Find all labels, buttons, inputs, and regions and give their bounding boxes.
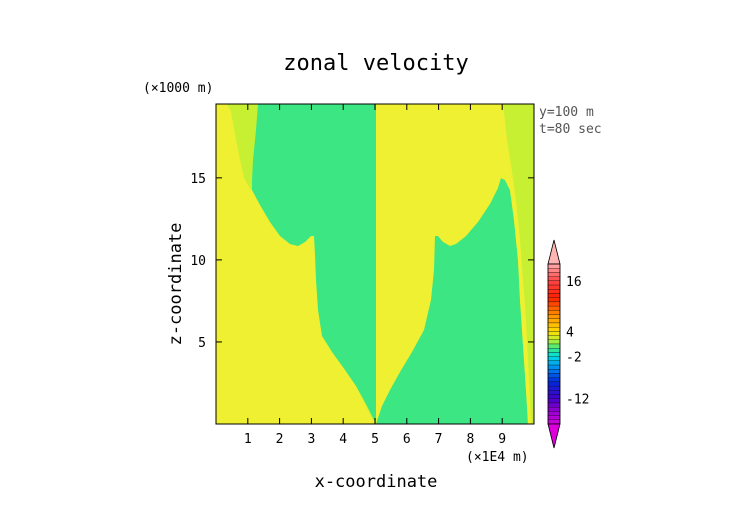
x-axis-ticks: 1 2 3 4 5 6 7 8 9 [244,104,506,447]
annotation-y: y=100 m [539,105,594,120]
x-tick-label: 5 [371,432,379,447]
colorbar-band [547,352,561,357]
x-axis-label: x-coordinate [315,472,438,492]
chart-title: zonal velocity [283,51,468,76]
y-tick-label: 10 [190,254,206,269]
colorbar-band [547,381,561,387]
colorbar-band [547,364,561,370]
region-right-yellow-edge [496,104,531,424]
colorbar-upper-arrow [547,239,561,265]
colorbar-band [547,335,561,340]
x-tick-label: 2 [276,432,284,447]
colorbar-lower-arrow [547,423,561,449]
colorbar-band [547,318,561,324]
colorbar-band [547,415,561,420]
colorbar-tick-label: 4 [566,325,574,340]
colorbar-band [547,360,561,366]
colorbar: 16 4 -2 -12 [547,239,589,449]
colorbar-band [547,272,561,277]
colorbar-band [547,327,561,332]
y-axis-ticks: 5 10 15 [190,172,534,351]
colorbar-band [547,276,561,281]
colorbar-band [547,348,561,353]
colorbar-band [547,301,561,307]
colorbar-band [547,394,561,399]
colorbar-band [547,419,561,425]
colorbar-band [547,305,561,311]
x-unit-label: (×1E4 m) [466,450,529,465]
colorbar-band [547,343,561,349]
colorbar-band [547,293,561,298]
region-right-green [376,178,528,424]
colorbar-bands [547,263,561,425]
colorbar-ticks: 16 4 -2 -12 [566,275,589,408]
colorbar-band [547,289,561,294]
colorbar-band [547,398,561,404]
colorbar-band [547,411,561,416]
x-tick-label: 1 [244,432,252,447]
x-tick-label: 7 [435,432,443,447]
colorbar-band [547,356,561,361]
colorbar-tick-label: 16 [566,275,582,290]
colorbar-band [547,369,561,374]
x-tick-label: 3 [307,432,315,447]
region-left-green [252,104,376,424]
y-tick-label: 15 [190,172,206,187]
colorbar-band [547,373,561,378]
colorbar-band [547,310,561,315]
colorbar-band [547,284,561,290]
region-right-yellow [376,104,501,424]
x-tick-label: 6 [403,432,411,447]
colorbar-band [547,390,561,395]
colorbar-tick-label: -2 [566,351,582,366]
x-tick-label: 9 [498,432,506,447]
colorbar-band [547,263,561,269]
y-tick-label: 5 [198,336,206,351]
colorbar-band [547,268,561,273]
annotation-t: t=80 sec [539,122,602,137]
colorbar-band [547,385,561,391]
y-axis-label: z-coordinate [166,223,186,346]
colorbar-band [547,339,561,345]
x-tick-label: 8 [466,432,474,447]
colorbar-band [547,331,561,336]
colorbar-band [547,407,561,412]
colorbar-band [547,402,561,408]
region-left-yellow [216,104,375,424]
y-unit-label: (×1000 m) [143,81,213,96]
colorbar-band [547,297,561,303]
x-tick-label: 4 [339,432,347,447]
contour-fill [216,104,534,424]
colorbar-band [547,314,561,319]
colorbar-tick-label: -12 [566,393,589,408]
colorbar-band [547,280,561,286]
colorbar-band [547,322,561,328]
colorbar-band [547,377,561,383]
